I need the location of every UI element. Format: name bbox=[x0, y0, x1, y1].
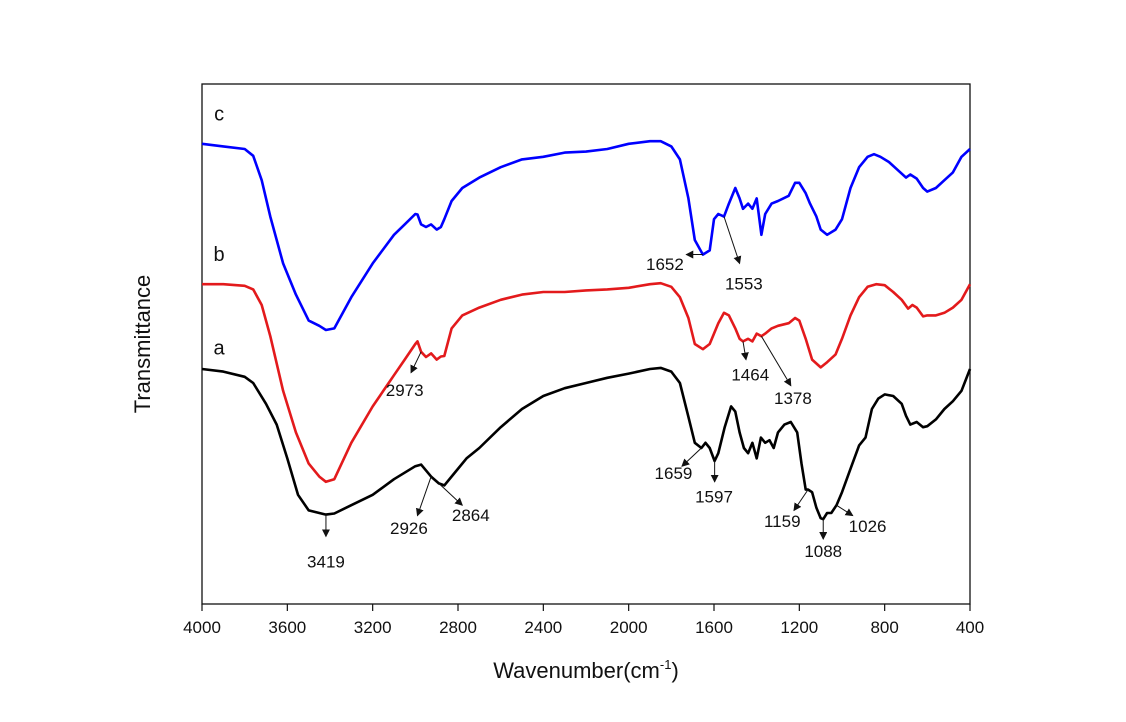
annotation-arrow bbox=[760, 335, 792, 387]
peak-label: 1659 bbox=[655, 464, 693, 483]
series-letter-label: c bbox=[214, 103, 224, 125]
x-tick-label: 1600 bbox=[695, 618, 733, 637]
peak-label: 1464 bbox=[731, 365, 769, 384]
peak-label: 2926 bbox=[390, 519, 428, 538]
plot-frame bbox=[201, 83, 971, 605]
x-tick-label: 2400 bbox=[524, 618, 562, 637]
x-axis-title: Wavenumber(cm-1) bbox=[493, 657, 679, 683]
x-tick-label: 2800 bbox=[439, 618, 477, 637]
x-tick-label: 3200 bbox=[354, 618, 392, 637]
series-line-a bbox=[201, 366, 972, 521]
annotation-arrow bbox=[410, 351, 422, 374]
annotation-arrow bbox=[723, 216, 742, 265]
annotation-arrow bbox=[793, 489, 809, 512]
peak-label: 2864 bbox=[452, 506, 490, 525]
x-tick-label: 1200 bbox=[780, 618, 818, 637]
annotation-arrow bbox=[416, 476, 432, 517]
peak-label: 1652 bbox=[646, 255, 684, 274]
series-labels-group: a b c bbox=[214, 103, 226, 359]
x-axis-ticks: 4000 3600 3200 2800 2400 2000 1600 1200 800 400 bbox=[183, 604, 984, 637]
series-group bbox=[201, 139, 972, 521]
y-axis-title: Transmittance bbox=[130, 275, 155, 414]
series-line-b bbox=[202, 281, 972, 484]
peak-label: 2973 bbox=[386, 381, 424, 400]
x-tick-label: 3600 bbox=[268, 618, 306, 637]
peak-label: 1378 bbox=[774, 389, 812, 408]
series-letter-label: a bbox=[214, 337, 226, 359]
annotation-arrow bbox=[740, 341, 749, 361]
x-tick-label: 4000 bbox=[183, 618, 221, 637]
series-letter-label: b bbox=[214, 244, 225, 266]
annotation-arrow bbox=[438, 482, 463, 506]
peak-label: 1088 bbox=[804, 542, 842, 561]
peak-label: 1159 bbox=[764, 512, 801, 531]
peak-label: 1026 bbox=[849, 517, 887, 536]
x-tick-label: 2000 bbox=[610, 618, 648, 637]
peak-label: 3419 bbox=[307, 553, 345, 572]
x-tick-label: 800 bbox=[870, 618, 898, 637]
annotation-arrow bbox=[681, 447, 702, 467]
peak-label: 1597 bbox=[695, 488, 733, 507]
peak-label: 1553 bbox=[725, 274, 763, 293]
annotation-arrow bbox=[836, 504, 854, 517]
x-tick-label: 400 bbox=[956, 618, 984, 637]
series-line-c bbox=[201, 139, 971, 332]
